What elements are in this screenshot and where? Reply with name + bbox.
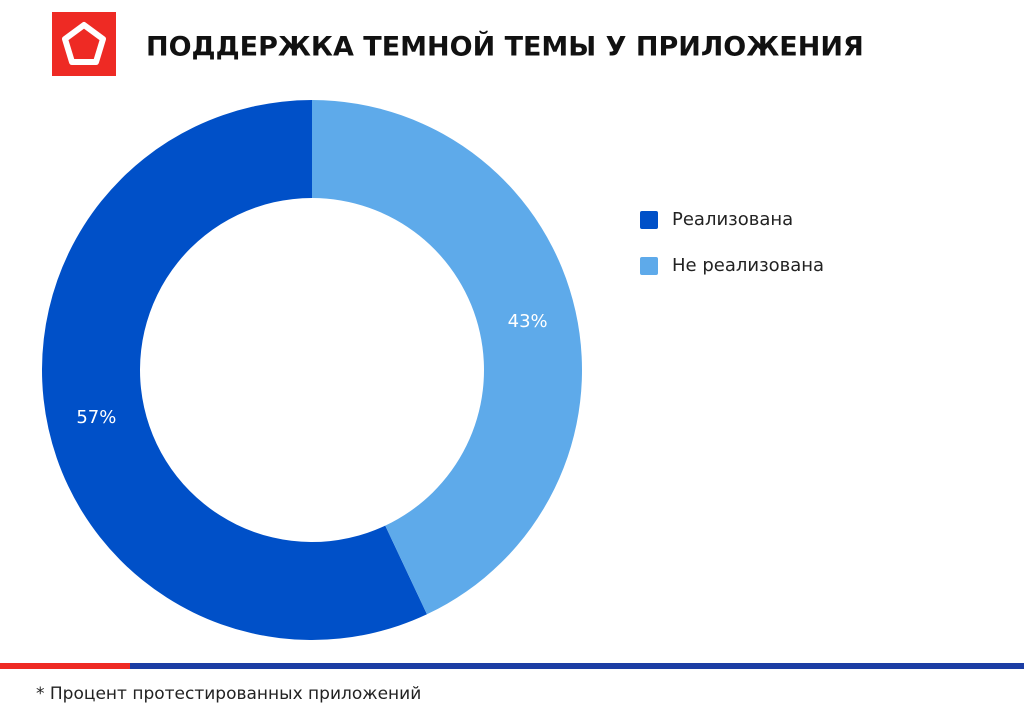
value-label: 43% [508, 311, 548, 332]
legend-swatch [640, 211, 658, 229]
logo [52, 12, 116, 76]
footnote: * Процент протестированных приложений [36, 684, 421, 704]
donut-segment [312, 100, 582, 615]
legend-swatch [640, 257, 658, 275]
chart-title: ПОДДЕРЖКА ТЕМНОЙ ТЕМЫ У ПРИЛОЖЕНИЯ [146, 31, 864, 63]
legend-label: Реализована [672, 209, 793, 230]
divider [0, 663, 130, 669]
donut-segment [41, 100, 427, 640]
legend-label: Не реализована [672, 255, 824, 276]
value-label: 57% [76, 407, 116, 428]
logo-icon [62, 22, 106, 65]
divider [130, 663, 1024, 669]
